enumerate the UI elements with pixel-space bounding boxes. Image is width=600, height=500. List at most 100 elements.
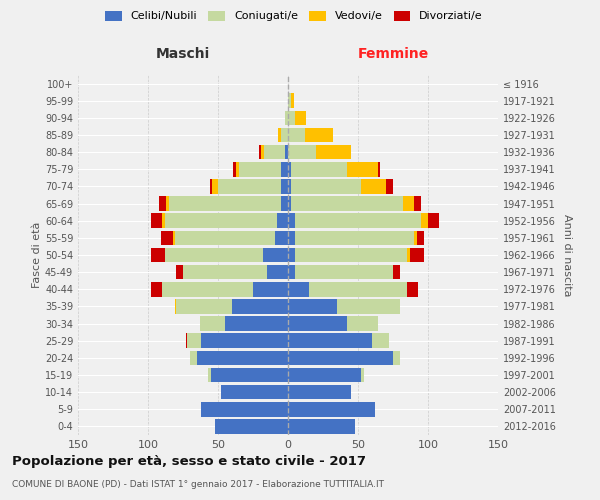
Bar xyxy=(288,145,316,160)
Text: Femmine: Femmine xyxy=(358,48,428,62)
Bar xyxy=(169,196,281,211)
Bar xyxy=(285,110,288,125)
Bar xyxy=(288,334,372,348)
Bar xyxy=(165,214,277,228)
Bar xyxy=(161,230,173,245)
Bar xyxy=(407,282,418,296)
Bar xyxy=(264,145,285,160)
Bar xyxy=(295,110,306,125)
Bar xyxy=(288,179,291,194)
Bar xyxy=(200,316,225,331)
Y-axis label: Anni di nascita: Anni di nascita xyxy=(562,214,572,296)
Text: COMUNE DI BAONE (PD) - Dati ISTAT 1° gennaio 2017 - Elaborazione TUTTITALIA.IT: COMUNE DI BAONE (PD) - Dati ISTAT 1° gen… xyxy=(12,480,384,489)
Bar xyxy=(403,196,414,211)
Bar xyxy=(288,368,361,382)
Bar xyxy=(288,299,337,314)
Bar xyxy=(288,350,393,365)
Bar xyxy=(295,265,393,280)
Bar xyxy=(233,162,236,176)
Bar xyxy=(288,128,305,142)
Bar xyxy=(288,162,291,176)
Bar xyxy=(414,230,417,245)
Bar xyxy=(288,265,295,280)
Bar xyxy=(208,368,211,382)
Bar xyxy=(236,162,239,176)
Bar xyxy=(386,179,393,194)
Bar xyxy=(162,214,165,228)
Text: Maschi: Maschi xyxy=(156,48,210,62)
Bar xyxy=(295,214,421,228)
Legend: Celibi/Nubili, Coniugati/e, Vedovi/e, Divorziati/e: Celibi/Nubili, Coniugati/e, Vedovi/e, Di… xyxy=(105,10,483,22)
Bar xyxy=(393,265,400,280)
Bar xyxy=(275,230,288,245)
Bar xyxy=(281,179,288,194)
Bar xyxy=(372,334,389,348)
Bar xyxy=(417,230,424,245)
Bar xyxy=(212,179,218,194)
Bar xyxy=(295,248,407,262)
Text: Popolazione per età, sesso e stato civile - 2017: Popolazione per età, sesso e stato civil… xyxy=(12,455,366,468)
Bar xyxy=(218,179,281,194)
Bar xyxy=(201,334,288,348)
Bar xyxy=(309,282,407,296)
Bar xyxy=(215,419,288,434)
Y-axis label: Fasce di età: Fasce di età xyxy=(32,222,42,288)
Bar xyxy=(291,94,293,108)
Bar xyxy=(295,230,414,245)
Bar xyxy=(288,385,351,400)
Bar xyxy=(316,145,351,160)
Bar xyxy=(421,214,428,228)
Bar xyxy=(288,230,295,245)
Bar xyxy=(166,196,169,211)
Bar xyxy=(186,334,187,348)
Bar xyxy=(151,248,165,262)
Bar xyxy=(159,196,166,211)
Bar xyxy=(151,282,162,296)
Bar xyxy=(162,282,253,296)
Bar xyxy=(262,145,264,160)
Bar xyxy=(263,248,288,262)
Bar xyxy=(288,196,291,211)
Bar xyxy=(267,265,288,280)
Bar xyxy=(377,162,380,176)
Bar xyxy=(291,162,347,176)
Bar xyxy=(278,128,281,142)
Bar xyxy=(281,162,288,176)
Bar xyxy=(410,248,424,262)
Bar xyxy=(175,230,275,245)
Bar xyxy=(291,179,361,194)
Bar xyxy=(288,419,355,434)
Bar xyxy=(176,265,183,280)
Bar xyxy=(288,94,291,108)
Bar xyxy=(281,196,288,211)
Bar xyxy=(347,316,377,331)
Bar xyxy=(288,248,295,262)
Bar xyxy=(176,299,232,314)
Bar xyxy=(239,162,281,176)
Bar xyxy=(288,110,295,125)
Bar xyxy=(190,350,197,365)
Bar xyxy=(281,128,288,142)
Bar xyxy=(187,334,201,348)
Bar xyxy=(407,248,410,262)
Bar xyxy=(201,402,288,416)
Bar xyxy=(259,145,262,160)
Bar xyxy=(291,196,403,211)
Bar xyxy=(165,248,263,262)
Bar xyxy=(347,162,377,176)
Bar xyxy=(197,350,288,365)
Bar xyxy=(151,214,162,228)
Bar xyxy=(288,316,347,331)
Bar xyxy=(305,128,333,142)
Bar xyxy=(337,299,400,314)
Bar xyxy=(414,196,421,211)
Bar xyxy=(209,179,212,194)
Bar xyxy=(175,299,176,314)
Bar xyxy=(288,402,375,416)
Bar xyxy=(173,230,175,245)
Bar xyxy=(285,145,288,160)
Bar xyxy=(277,214,288,228)
Bar xyxy=(183,265,267,280)
Bar xyxy=(225,316,288,331)
Bar xyxy=(211,368,288,382)
